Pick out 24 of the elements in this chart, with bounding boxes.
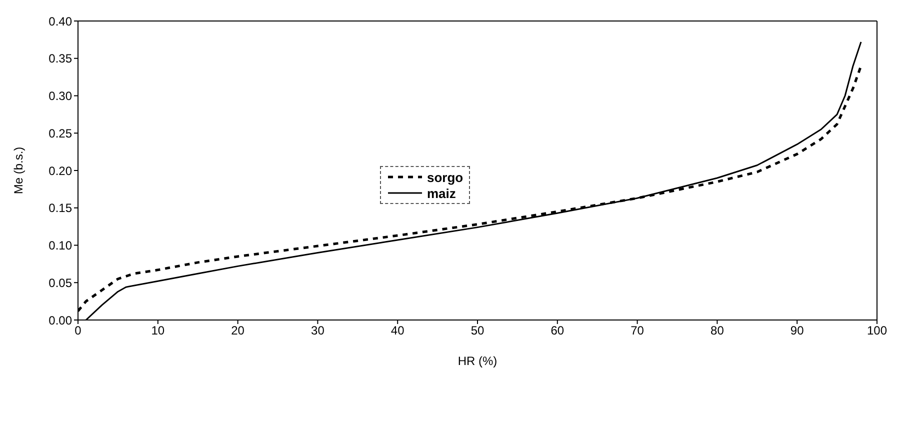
x-tick-label: 0 <box>74 324 82 338</box>
legend-label: maiz <box>427 186 456 200</box>
x-tick-label: 80 <box>710 324 724 338</box>
x-tick-label: 30 <box>311 324 325 338</box>
y-tick-label: 0.30 <box>48 89 72 104</box>
x-tick-label: 20 <box>231 324 245 338</box>
x-tick-label: 90 <box>790 324 804 338</box>
y-tick-label: 0.35 <box>48 52 72 66</box>
y-tick-label: 0.25 <box>48 126 72 140</box>
x-tick-label: 50 <box>470 324 484 338</box>
x-tick-label: 40 <box>390 324 405 338</box>
y-tick-label: 0.20 <box>48 164 72 178</box>
x-tick-label: 60 <box>550 324 564 338</box>
x-tick-label: 70 <box>630 324 644 338</box>
y-tick-label: 0.10 <box>48 238 72 253</box>
y-axis-title: Me (b.s.) <box>11 146 26 194</box>
x-tick-label: 100 <box>866 324 888 338</box>
y-tick-label: 0.15 <box>48 201 72 216</box>
x-axis-title: HR (%) <box>458 354 498 368</box>
y-tick-label: 0.00 <box>48 313 72 328</box>
y-tick-label: 0.05 <box>48 276 72 290</box>
legend-label: sorgo <box>427 170 464 184</box>
y-tick-label: 0.40 <box>48 14 72 28</box>
x-tick-label: 10 <box>151 324 165 338</box>
